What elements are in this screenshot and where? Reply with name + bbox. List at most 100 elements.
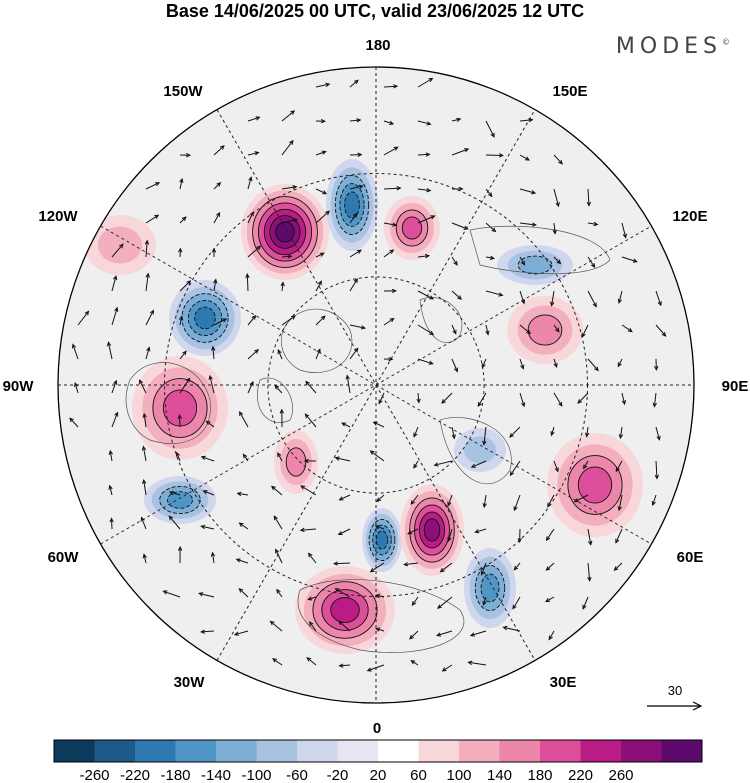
lon-label-90w: 90W (3, 378, 35, 395)
wind-arrow (547, 494, 555, 508)
wind-arrow (587, 358, 599, 372)
wind-arrow (409, 630, 419, 640)
positive-anomaly (84, 215, 156, 275)
wind-arrow (213, 145, 225, 156)
wind-arrow (349, 249, 362, 258)
wind-arrow (519, 290, 526, 305)
lon-label-30e: 30E (550, 674, 577, 691)
wind-arrow (621, 324, 633, 333)
colorbar-swatch (540, 740, 581, 762)
wind-arrow (417, 215, 436, 224)
wind-arrow (338, 663, 351, 668)
colorbar-frame (53, 739, 703, 763)
wind-arrow (281, 254, 293, 259)
wind-arrow (617, 494, 623, 512)
wind-arrow (467, 660, 487, 666)
colorbar-swatch (418, 740, 460, 762)
wind-arrow (210, 551, 216, 564)
reference-vector-arrow (647, 701, 703, 711)
wind-arrow (145, 272, 150, 292)
wind-arrow (270, 485, 283, 496)
colorbar-swatch (256, 740, 298, 762)
coastline (281, 308, 353, 373)
wind-arrow (307, 552, 317, 564)
wind-arrow (211, 345, 216, 360)
wind-arrow (213, 278, 218, 292)
modes-logo: MODES© (616, 34, 730, 59)
wind-arrow (247, 380, 254, 394)
wind-arrow (315, 150, 327, 156)
wind-arrow (145, 309, 154, 326)
wind-arrow (178, 315, 184, 326)
colorbar-tick-label: 220 (568, 767, 593, 783)
wind-arrow (247, 245, 262, 258)
wind-arrow (655, 324, 667, 337)
wind-arrow (280, 281, 285, 292)
coastline (469, 225, 611, 275)
wind-arrow (338, 494, 351, 501)
wind-arrow (417, 290, 435, 300)
wind-arrow (553, 324, 560, 333)
wind-arrow (621, 392, 626, 406)
lon-label-60w: 60W (48, 549, 80, 566)
wind-arrow (272, 658, 283, 666)
wind-arrow (145, 214, 160, 224)
wind-arrow (378, 392, 385, 405)
wind-arrow (247, 176, 253, 190)
wind-arrow (111, 379, 118, 394)
wind-arrow (417, 77, 434, 88)
wind-arrow (111, 274, 118, 292)
coastline (419, 297, 463, 343)
wind-arrow (417, 187, 432, 193)
wind-arrow (383, 146, 399, 156)
wind-arrow (341, 422, 351, 428)
wind-arrow (233, 630, 249, 636)
wind-arrow (247, 151, 260, 156)
wind-arrow (441, 664, 453, 672)
colorbar-tick-label: 60 (410, 767, 427, 783)
wind-arrow (279, 408, 284, 428)
wind-arrow (273, 515, 283, 530)
wind-arrow (306, 657, 317, 666)
colorbar-swatch (135, 740, 176, 762)
lon-label-150w: 150W (163, 83, 203, 100)
wind-arrow (417, 358, 434, 365)
wind-arrow (238, 522, 249, 530)
wind-arrow (553, 188, 560, 208)
wind-arrow (485, 120, 495, 138)
wind-arrow (109, 517, 114, 530)
wind-arrow (581, 324, 589, 338)
wind-arrow (200, 524, 215, 530)
wind-arrow (451, 358, 458, 373)
wind-arrow (573, 494, 589, 503)
wind-arrow (315, 210, 330, 224)
wind-arrow (621, 222, 627, 239)
wind-arrow (239, 410, 249, 428)
wind-arrow (654, 460, 659, 480)
negative-anomaly (169, 280, 241, 356)
modes-logo-text: MODES (615, 34, 722, 59)
wind-arrow (502, 625, 521, 632)
wind-arrow (383, 288, 397, 294)
wind-arrow (417, 152, 431, 157)
coastline (257, 377, 293, 423)
wind-arrow (469, 630, 487, 637)
wind-arrow (366, 664, 385, 672)
wind-arrow (177, 414, 182, 428)
lon-label-150e: 150E (552, 83, 587, 100)
wind-arrow (275, 548, 283, 564)
wind-arrow (519, 117, 534, 123)
wind-arrow (304, 413, 317, 428)
wind-arrow (433, 460, 453, 467)
wind-arrow (553, 358, 558, 368)
wind-arrow (587, 290, 597, 308)
positive-anomaly (400, 484, 464, 576)
wind-arrow (407, 528, 419, 535)
wind-arrow (349, 184, 364, 190)
wind-arrow (315, 82, 331, 88)
negative-anomaly (464, 548, 516, 628)
wind-arrow (376, 494, 385, 503)
wind-arrow (372, 421, 385, 428)
